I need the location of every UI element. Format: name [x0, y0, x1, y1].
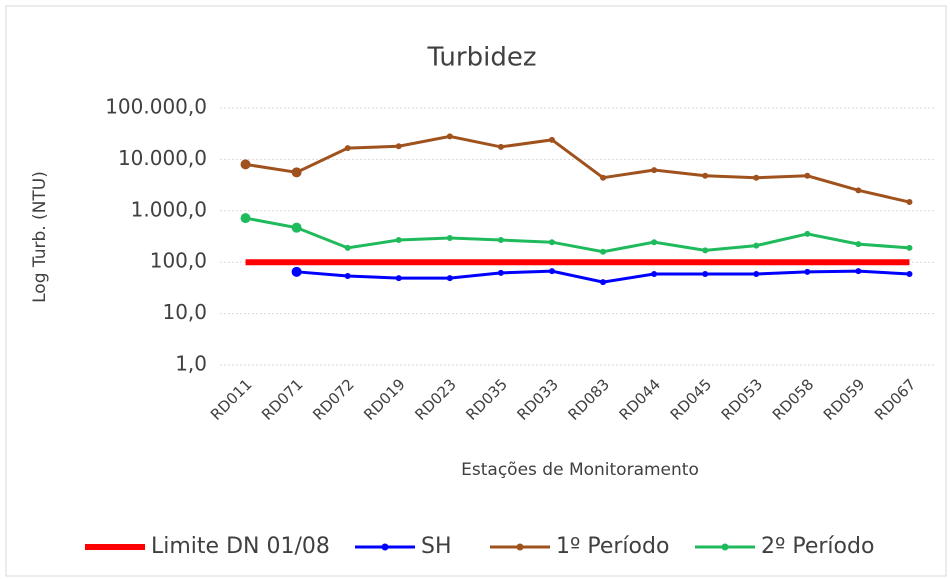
point: [344, 244, 351, 251]
legend-label: 1º Período: [556, 534, 669, 559]
legend-label: 2º Período: [761, 534, 874, 559]
point: [497, 237, 504, 244]
legend-label: SH: [421, 534, 452, 559]
legend-marker: [381, 543, 389, 551]
point: [548, 136, 555, 143]
point: [753, 174, 760, 181]
point: [702, 270, 709, 277]
point: [291, 266, 302, 277]
x-axis-title: Estações de Monitoramento: [461, 460, 699, 480]
point: [651, 239, 658, 246]
point: [291, 167, 302, 178]
point: [855, 187, 862, 194]
point: [600, 174, 607, 181]
point: [804, 172, 811, 179]
legend-marker: [721, 543, 729, 551]
point: [446, 235, 453, 242]
point: [855, 268, 862, 275]
point: [344, 145, 351, 152]
point: [291, 222, 302, 233]
point: [651, 270, 658, 277]
point: [753, 270, 760, 277]
point: [446, 275, 453, 282]
point: [651, 167, 658, 174]
point: [497, 143, 504, 150]
point: [600, 279, 607, 286]
y-axis-title: Log Turb. (NTU): [30, 171, 50, 303]
y-tick-label: 1.000,0: [131, 197, 207, 221]
chart-title: Turbidez: [427, 43, 537, 73]
y-tick-label: 10.000,0: [118, 146, 207, 170]
point: [906, 270, 913, 277]
point: [804, 268, 811, 275]
point: [804, 230, 811, 237]
point: [395, 275, 402, 282]
chart-frame: [5, 5, 947, 577]
point: [497, 269, 504, 276]
series-line: [245, 134, 910, 204]
point: [395, 143, 402, 150]
point: [548, 268, 555, 275]
point: [906, 244, 913, 251]
y-tick-label: 10,0: [162, 300, 207, 324]
y-tick-label: 100.000,0: [105, 95, 207, 119]
series-line: [245, 216, 910, 254]
point: [702, 172, 709, 179]
point: [395, 237, 402, 244]
y-tick-label: 1,0: [175, 352, 207, 376]
legend-marker: [516, 543, 524, 551]
point: [446, 133, 453, 140]
point: [240, 159, 251, 170]
legend-label: Limite DN 01/08: [151, 534, 330, 559]
point: [855, 241, 862, 248]
point: [240, 213, 251, 224]
point: [548, 239, 555, 246]
point: [753, 242, 760, 249]
point: [344, 272, 351, 279]
y-tick-label: 100,0: [150, 249, 207, 273]
point: [702, 247, 709, 254]
point: [600, 248, 607, 255]
point: [906, 199, 913, 206]
